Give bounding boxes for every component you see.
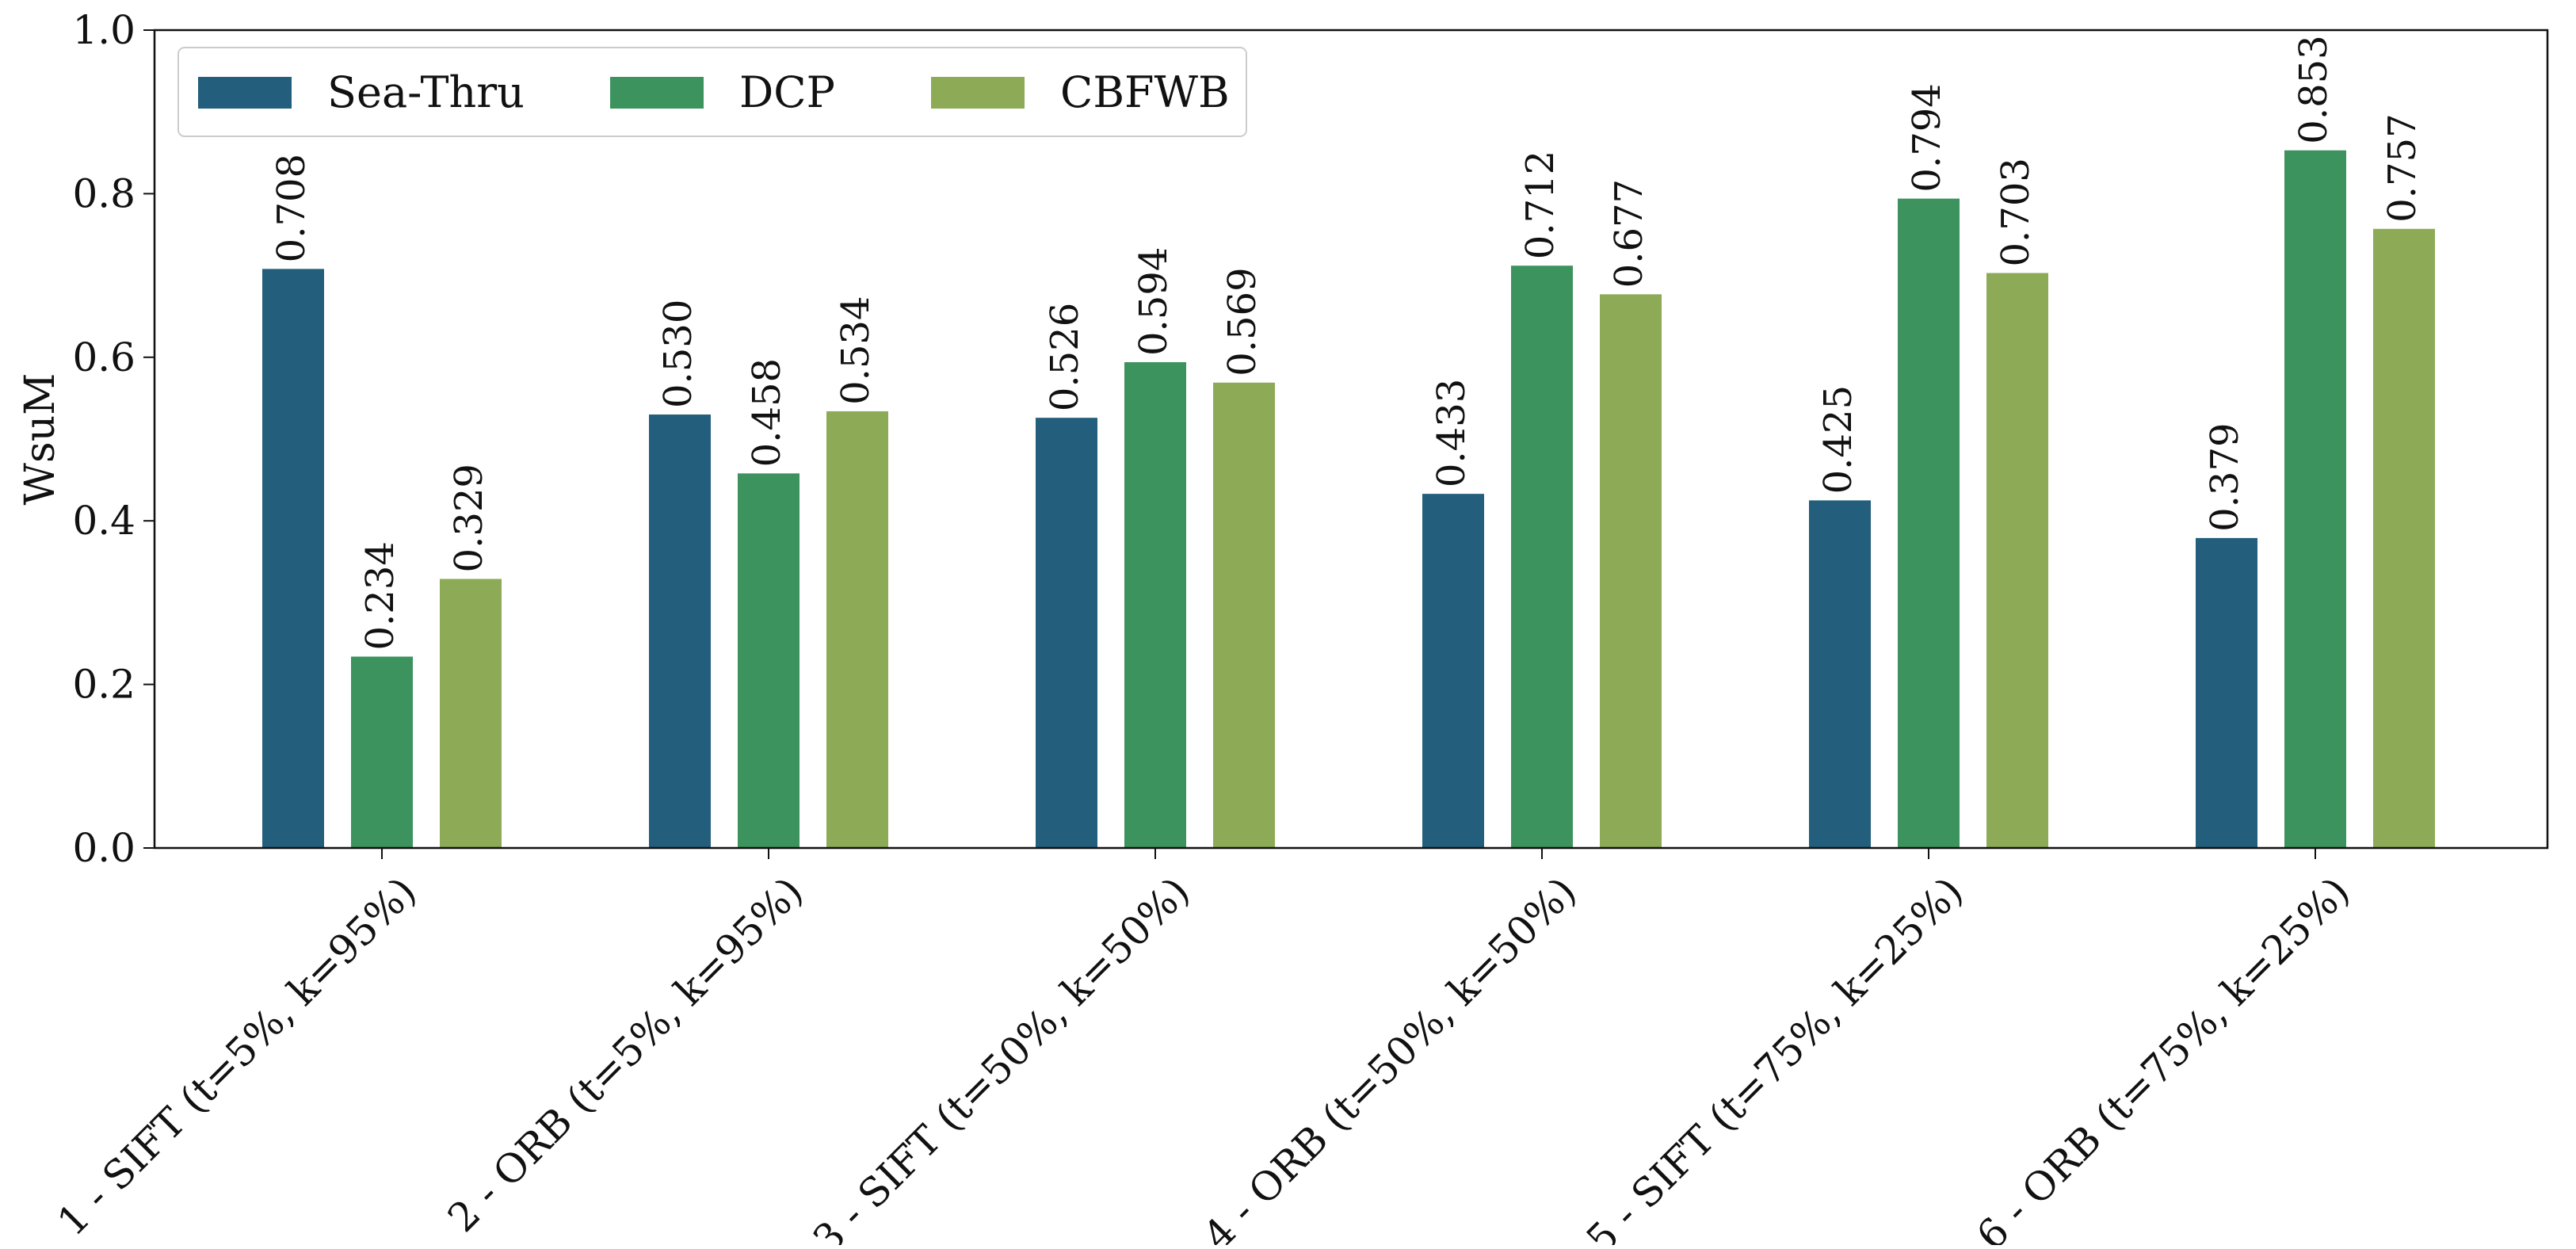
data-label: 0.526 (1043, 303, 1087, 411)
bar-sea-thru-2 (649, 414, 711, 848)
y-tick-label: 0.2 (72, 662, 135, 708)
y-axis-title: WsuM (17, 373, 64, 506)
bar-sea-thru-6 (2196, 537, 2257, 848)
axes-frame (153, 29, 2549, 850)
bar-cbfwb-6 (2373, 228, 2435, 848)
data-label: 0.379 (2203, 422, 2247, 531)
data-label: 0.703 (1994, 158, 2038, 266)
data-label: 0.433 (1429, 379, 1474, 487)
bar-cbfwb-4 (1600, 294, 1662, 848)
data-label: 0.329 (447, 464, 491, 572)
bar-cbfwb-1 (440, 579, 502, 848)
x-tick-label: 2 - ORB (t=5%, k=95%) (439, 868, 811, 1240)
legend: Sea-Thru DCP CBFWB (177, 47, 1247, 137)
x-tick-label: 4 - ORB (t=50%, k=50%) (1195, 868, 1586, 1245)
data-label: 0.569 (1220, 267, 1265, 376)
x-tick-label: 3 - SIFT (t=50%, k=50%) (804, 868, 1199, 1245)
bar-dcp-4 (1511, 265, 1573, 848)
bar-sea-thru-4 (1422, 494, 1484, 848)
y-tick-label: 1.0 (72, 7, 135, 53)
bar-dcp-6 (2284, 150, 2346, 849)
data-label: 0.708 (269, 154, 314, 262)
legend-label: DCP (739, 67, 835, 117)
legend-swatch (931, 77, 1025, 109)
data-label: 0.794 (1905, 83, 1949, 192)
bar-cbfwb-3 (1213, 382, 1275, 848)
legend-swatch (610, 77, 704, 109)
data-label: 0.594 (1132, 247, 1176, 356)
x-tick-label: 6 - ORB (t=75%, k=25%) (1968, 868, 2359, 1245)
y-tick-label: 0.6 (72, 334, 135, 380)
data-label: 0.757 (2380, 113, 2425, 222)
y-tick-label: 0.4 (72, 498, 135, 544)
data-label: 0.425 (1816, 385, 1860, 494)
data-label: 0.712 (1518, 151, 1563, 259)
data-label: 0.534 (834, 296, 878, 404)
bar-sea-thru-5 (1809, 500, 1871, 848)
bar-dcp-5 (1898, 198, 1960, 849)
y-tick-label: 0.0 (72, 825, 135, 871)
data-label: 0.853 (2292, 35, 2336, 143)
bar-sea-thru-3 (1036, 418, 1097, 848)
data-label: 0.530 (656, 300, 700, 408)
bar-dcp-3 (1124, 361, 1186, 848)
data-label: 0.234 (358, 541, 403, 650)
y-tick-label: 0.8 (72, 170, 135, 216)
legend-box (177, 47, 1247, 137)
legend-label: CBFWB (1060, 67, 1230, 117)
bar-cbfwb-2 (826, 411, 888, 848)
bar-dcp-2 (738, 473, 800, 848)
data-label: 0.458 (745, 358, 789, 467)
x-tick-label: 5 - SIFT (t=75%, k=25%) (1578, 868, 1972, 1245)
data-label: 0.677 (1607, 179, 1651, 288)
bar-sea-thru-1 (262, 269, 324, 848)
bar-cbfwb-5 (1986, 273, 2048, 848)
legend-swatch (198, 77, 292, 109)
x-tick-label: 1 - SIFT (t=5%, k=95%) (48, 868, 425, 1244)
plot-area: 0.708 0.234 0.329 1 - SIFT (t=5%, k=95%) 0.5… (48, 7, 2549, 1249)
legend-label: Sea-Thru (327, 67, 525, 117)
bar-dcp-1 (351, 656, 413, 848)
